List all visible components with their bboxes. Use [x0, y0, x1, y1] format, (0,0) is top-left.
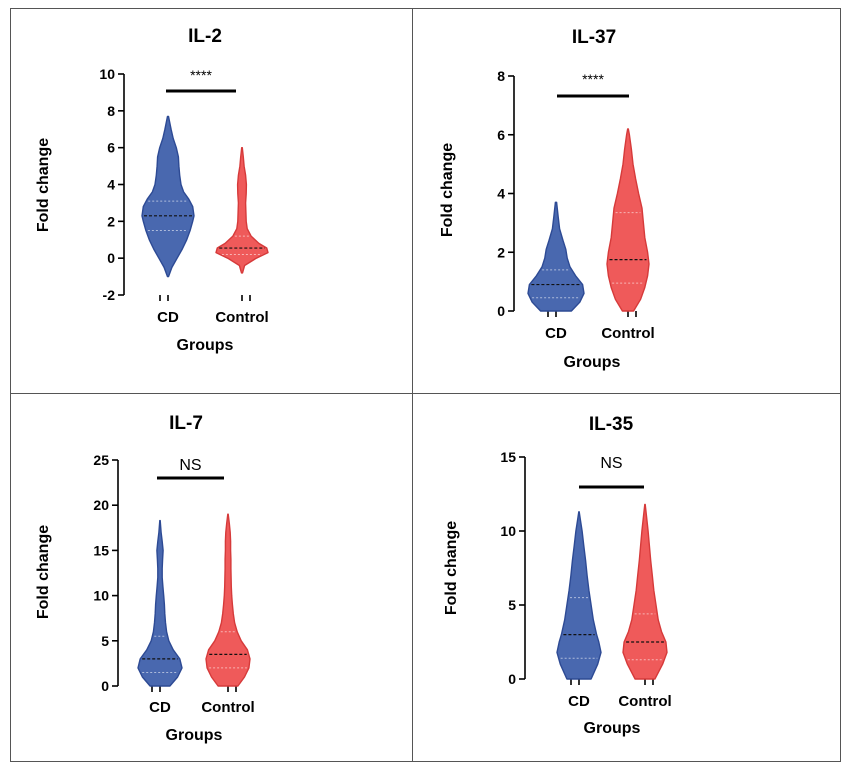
y-tick-label: 0: [101, 678, 109, 694]
x-category-label: CD: [157, 309, 179, 326]
y-tick-label: 10: [99, 66, 115, 82]
violin-control: [205, 513, 251, 687]
y-tick-label: 10: [500, 523, 516, 539]
y-tick-label: 6: [497, 127, 505, 143]
chart-panel-il-35: IL-35 Fold change 0 5 10 15 CD Control Groups NS: [443, 414, 672, 737]
significance-label: NS: [600, 455, 622, 472]
violin-control: [622, 503, 668, 680]
chart-panel-il-37: IL-37 Fold change 0 2 4 6 8 CD Control Groups ****: [439, 27, 655, 371]
violin-control: [606, 128, 650, 312]
y-tick-label: 15: [500, 449, 516, 465]
y-tick-label: 5: [101, 633, 109, 649]
y-tick-label: 8: [497, 68, 505, 84]
violin-control: [215, 147, 269, 274]
y-axis-label: Fold change: [35, 525, 52, 619]
x-category-label: Control: [601, 325, 654, 342]
violin-cd: [137, 519, 183, 687]
significance-label: ****: [190, 67, 212, 83]
significance-label: NS: [179, 457, 201, 474]
x-axis-label: Groups: [584, 720, 641, 737]
y-tick-label: 2: [497, 244, 505, 260]
x-category-label: CD: [149, 699, 171, 716]
panel-border-outer: [10, 8, 841, 762]
y-tick-label: -2: [103, 287, 116, 303]
y-tick-label: 8: [107, 103, 115, 119]
chart-panel-il-7: IL-7 Fold change 0 5 10 15 20 25 CD Control Groups…: [35, 413, 255, 744]
x-axis-label: Groups: [166, 727, 223, 744]
y-tick-label: 10: [93, 588, 109, 604]
chart-title: IL-37: [572, 27, 616, 48]
y-tick-label: 4: [497, 186, 505, 202]
x-category-label: Control: [618, 693, 671, 710]
y-tick-label: 5: [508, 597, 516, 613]
x-category-label: CD: [568, 693, 590, 710]
y-tick-label: 4: [107, 177, 115, 193]
y-axis-label: Fold change: [443, 521, 460, 615]
y-axis-label: Fold change: [35, 138, 52, 232]
y-tick-label: 20: [93, 497, 109, 513]
y-tick-label: 0: [508, 671, 516, 687]
x-axis-label: Groups: [177, 337, 234, 354]
chart-title: IL-35: [589, 414, 634, 435]
chart-title: IL-7: [169, 413, 203, 434]
x-category-label: CD: [545, 325, 567, 342]
y-axis-label: Fold change: [439, 143, 456, 237]
y-tick-label: 2: [107, 213, 115, 229]
y-tick-label: 15: [93, 542, 109, 558]
x-axis-label: Groups: [564, 354, 621, 371]
chart-panel-il-2: IL-2 Fold change -2 0 2 4 6 8 10 CD Control Groups *…: [35, 26, 269, 354]
y-tick-label: 6: [107, 140, 115, 156]
significance-label: ****: [582, 71, 604, 87]
y-tick-label: 25: [93, 452, 109, 468]
violin-cd: [527, 201, 585, 312]
violin-cd: [556, 511, 602, 680]
y-tick-label: 0: [497, 303, 505, 319]
chart-title: IL-2: [188, 26, 222, 47]
x-category-label: Control: [215, 309, 268, 326]
x-category-label: Control: [201, 699, 254, 716]
y-tick-label: 0: [107, 250, 115, 266]
violin-cd: [141, 115, 195, 278]
